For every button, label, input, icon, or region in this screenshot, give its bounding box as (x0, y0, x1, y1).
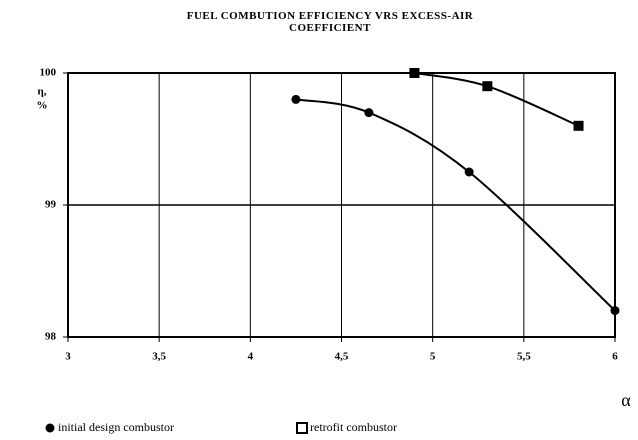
marker (291, 94, 301, 104)
y-axis-label: % (37, 100, 48, 112)
legend-marker (296, 422, 308, 434)
plot-frame (67, 72, 616, 338)
chart-title: FUEL COMBUTION EFFICIENCY VRS EXCESS-AIR… (187, 10, 474, 34)
y-tick-label: 98 (45, 331, 57, 343)
x-tick-label: 3 (65, 351, 71, 363)
y-tick-label: 100 (40, 67, 57, 79)
x-tick-label: 3,5 (152, 351, 166, 363)
line (295, 98, 616, 312)
legend-marker (45, 423, 55, 433)
marker (409, 68, 420, 78)
legend-label: retrofit combustor (310, 420, 397, 434)
x-tick-label: 4,5 (335, 351, 349, 363)
x-tick-label: 4 (248, 351, 254, 363)
y-axis-label: η, (38, 86, 47, 98)
marker (610, 306, 620, 316)
marker (573, 120, 584, 131)
x-tick-label: 5 (430, 351, 436, 363)
x-tick-label: 5,5 (517, 351, 531, 363)
line (414, 72, 579, 127)
x-tick-label: 6 (612, 351, 618, 363)
x-axis-label: α (621, 390, 631, 410)
marker (364, 108, 374, 118)
y-tick-label: 99 (45, 199, 57, 211)
marker (482, 81, 493, 92)
marker (464, 167, 474, 177)
legend-label: initial design combustor (58, 420, 174, 434)
